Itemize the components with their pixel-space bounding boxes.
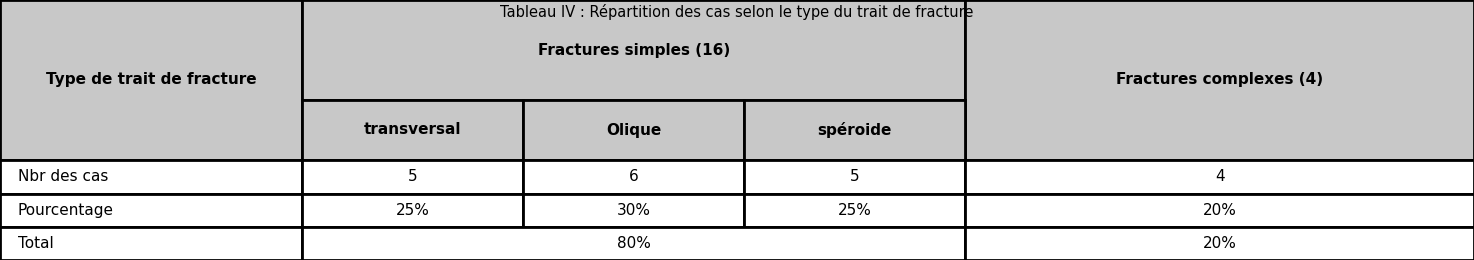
Text: 80%: 80% [618, 236, 650, 251]
Bar [744, 100, 965, 160]
Bar [0, 194, 302, 227]
Bar [302, 0, 965, 100]
Bar [0, 0, 302, 160]
Bar [965, 194, 1474, 227]
Text: 25%: 25% [839, 203, 871, 218]
Bar [0, 227, 302, 260]
Bar [744, 194, 965, 227]
Bar [523, 160, 744, 194]
Text: transversal: transversal [364, 122, 461, 138]
Bar [965, 160, 1474, 194]
Text: 25%: 25% [397, 203, 429, 218]
Text: 30%: 30% [616, 203, 652, 218]
Bar [302, 100, 523, 160]
Text: 4: 4 [1215, 169, 1225, 184]
Bar [523, 194, 744, 227]
Bar [744, 160, 965, 194]
Bar [302, 160, 523, 194]
Bar [965, 0, 1474, 160]
Text: Olique: Olique [606, 122, 662, 138]
Bar [523, 100, 744, 160]
Bar [302, 227, 965, 260]
Text: Nbr des cas: Nbr des cas [18, 169, 108, 184]
Bar [302, 194, 523, 227]
Text: 20%: 20% [1203, 236, 1237, 251]
Text: 20%: 20% [1203, 203, 1237, 218]
Text: spéroide: spéroide [818, 122, 892, 138]
Text: Tableau IV : Répartition des cas selon le type du trait de fracture: Tableau IV : Répartition des cas selon l… [500, 4, 974, 20]
Text: Pourcentage: Pourcentage [18, 203, 113, 218]
Text: Fractures complexes (4): Fractures complexes (4) [1116, 73, 1324, 87]
Text: 6: 6 [629, 169, 638, 184]
Bar [965, 227, 1474, 260]
Text: Fractures simples (16): Fractures simples (16) [538, 43, 730, 57]
Text: 5: 5 [850, 169, 859, 184]
Text: 5: 5 [408, 169, 417, 184]
Bar [0, 160, 302, 194]
Text: Total: Total [18, 236, 53, 251]
Text: Type de trait de fracture: Type de trait de fracture [46, 73, 256, 87]
